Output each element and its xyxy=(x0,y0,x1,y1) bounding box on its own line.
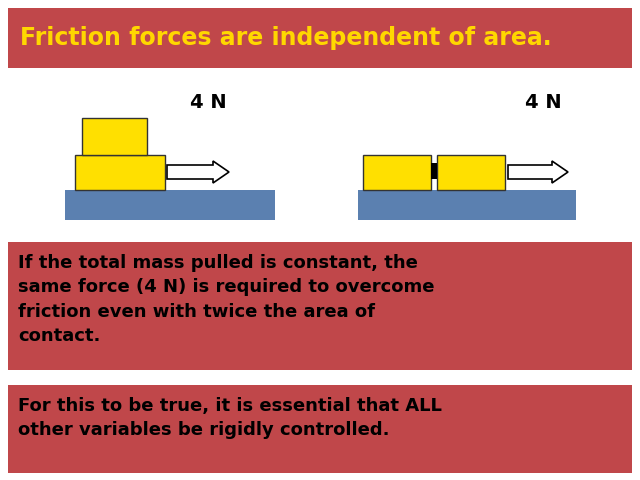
Bar xyxy=(82,118,147,155)
Bar xyxy=(65,190,275,220)
Bar xyxy=(437,155,505,190)
Bar xyxy=(8,385,632,473)
Bar xyxy=(8,242,632,370)
Bar xyxy=(75,155,165,190)
Bar xyxy=(8,8,632,68)
Text: If the total mass pulled is constant, the
same force (4 N) is required to overco: If the total mass pulled is constant, th… xyxy=(18,254,435,345)
Text: For this to be true, it is essential that ALL
other variables be rigidly control: For this to be true, it is essential tha… xyxy=(18,397,442,439)
Bar xyxy=(363,155,431,190)
Bar xyxy=(358,190,576,220)
Text: 4 N: 4 N xyxy=(525,94,561,112)
Text: Friction forces are independent of area.: Friction forces are independent of area. xyxy=(20,26,552,50)
FancyArrow shape xyxy=(167,161,229,183)
Text: 4 N: 4 N xyxy=(189,94,227,112)
Bar xyxy=(431,163,437,179)
FancyArrow shape xyxy=(508,161,568,183)
